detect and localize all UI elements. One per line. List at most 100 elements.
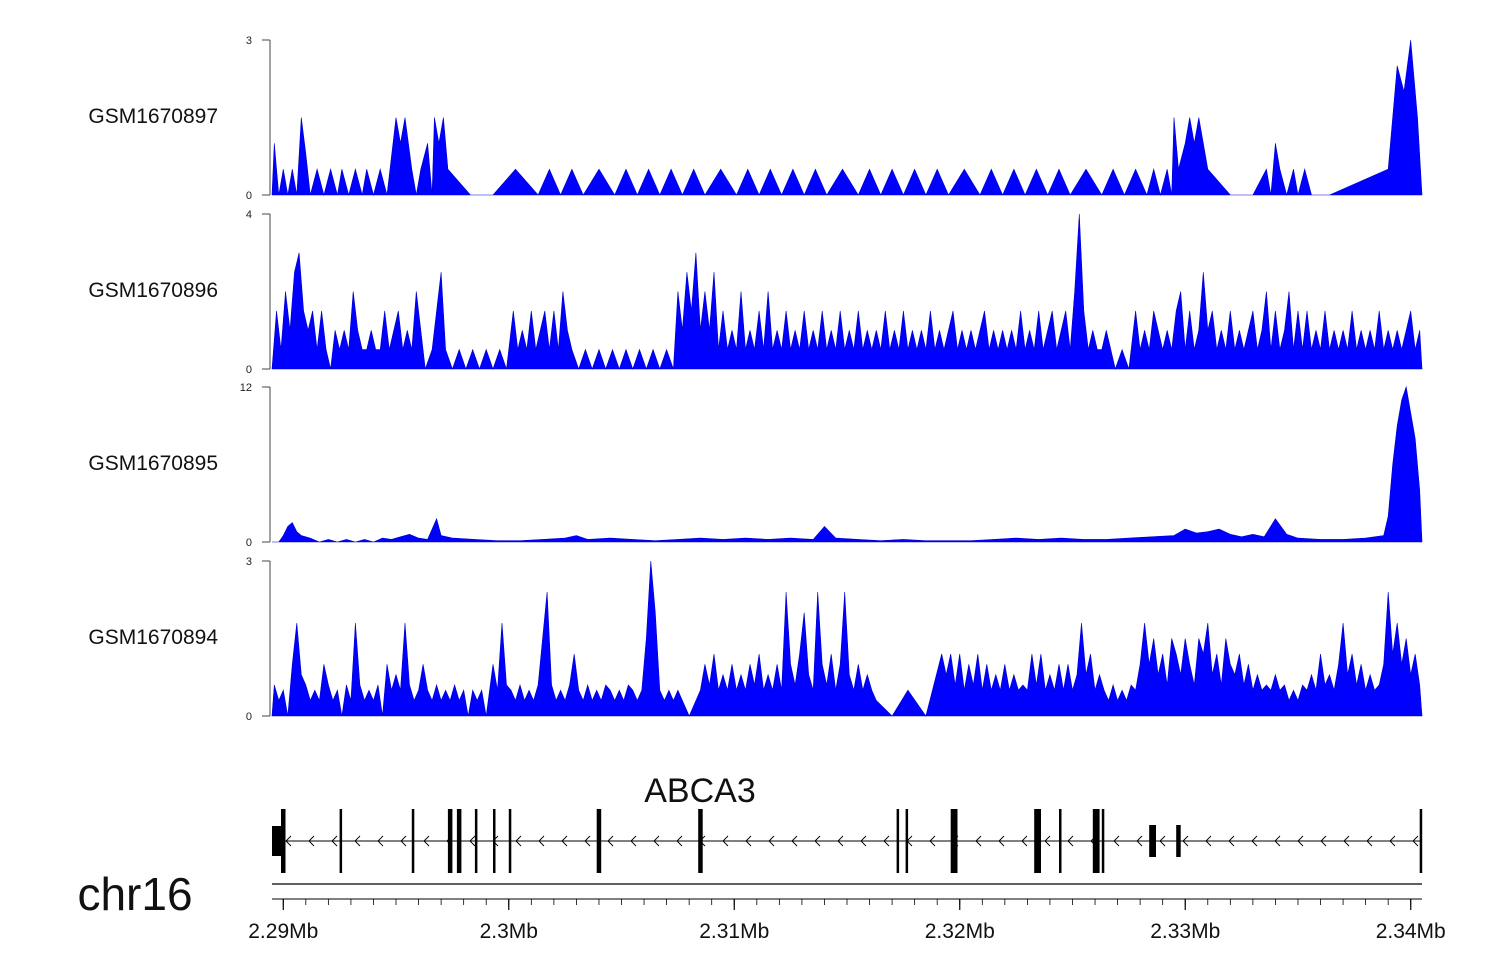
strand-arrow bbox=[975, 835, 982, 847]
strand-arrow bbox=[308, 835, 315, 847]
exon-block bbox=[1176, 825, 1181, 857]
strand-arrow bbox=[837, 835, 844, 847]
exon-block bbox=[272, 826, 281, 856]
exon-block bbox=[474, 809, 478, 873]
strand-arrow bbox=[354, 835, 361, 847]
strand-arrow bbox=[791, 835, 798, 847]
strand-arrow bbox=[584, 835, 591, 847]
strand-arrow bbox=[400, 835, 407, 847]
x-minor-ticks bbox=[282, 899, 1412, 905]
strand-arrow bbox=[929, 835, 936, 847]
strand-arrows bbox=[285, 835, 1419, 847]
strand-arrow bbox=[630, 835, 637, 847]
x-major-ticks: 2.29Mb 2.3Mb 2.31Mb 2.32Mb 2.33Mb 2.34Mb bbox=[248, 899, 1446, 943]
exon-block bbox=[698, 809, 703, 873]
coverage-area-series bbox=[271, 560, 1423, 717]
exon-blocks bbox=[272, 809, 1423, 873]
coverage-area-series bbox=[271, 39, 1423, 197]
track-gsm1670895: GSM1670895 12 0 bbox=[88, 382, 1423, 549]
strand-arrow bbox=[377, 835, 384, 847]
gene-track: ABCA3 bbox=[272, 772, 1423, 873]
y-tick-label-max: 12 bbox=[240, 382, 252, 394]
exon-block bbox=[508, 809, 512, 873]
strand-arrow bbox=[1343, 835, 1350, 847]
exon-block bbox=[411, 809, 415, 873]
strand-arrow bbox=[653, 835, 660, 847]
strand-arrow bbox=[1412, 835, 1419, 847]
x-tick-label: 2.33Mb bbox=[1150, 920, 1220, 943]
strand-arrow bbox=[285, 835, 292, 847]
y-tick-label-min: 0 bbox=[246, 364, 252, 376]
strand-arrow bbox=[1320, 835, 1327, 847]
x-tick-label: 2.34Mb bbox=[1376, 920, 1446, 943]
x-tick-label: 2.32Mb bbox=[925, 920, 995, 943]
strand-arrow bbox=[1274, 835, 1281, 847]
gene-label: ABCA3 bbox=[644, 772, 756, 810]
strand-arrow bbox=[1136, 835, 1143, 847]
strand-arrow bbox=[998, 835, 1005, 847]
strand-arrow bbox=[745, 835, 752, 847]
exon-block bbox=[1419, 809, 1423, 873]
exon-block bbox=[493, 809, 496, 873]
strand-arrow bbox=[1067, 835, 1074, 847]
strand-arrow bbox=[515, 835, 522, 847]
coverage-area-series bbox=[272, 385, 1423, 543]
exon-block bbox=[1149, 825, 1156, 857]
exon-block bbox=[596, 809, 602, 873]
exon-block bbox=[1092, 809, 1100, 873]
y-tick-label-min: 0 bbox=[246, 537, 252, 549]
coverage-area-series bbox=[271, 213, 1423, 371]
exon-block bbox=[281, 809, 286, 873]
x-tick-label: 2.31Mb bbox=[699, 920, 769, 943]
strand-arrow bbox=[1044, 835, 1051, 847]
exon-block bbox=[456, 809, 462, 873]
strand-arrow bbox=[1366, 835, 1373, 847]
chromosome-axis: chr16 2.29Mb 2.3Mb 2.31Mb 2.32Mb 2.33Mb 2.34M… bbox=[77, 868, 1445, 943]
strand-arrow bbox=[768, 835, 775, 847]
exon-block bbox=[950, 809, 958, 873]
strand-arrow bbox=[1228, 835, 1235, 847]
strand-arrow bbox=[607, 835, 614, 847]
strand-arrow bbox=[1113, 835, 1120, 847]
exon-block bbox=[1034, 809, 1041, 873]
strand-arrow bbox=[814, 835, 821, 847]
strand-arrow bbox=[1251, 835, 1258, 847]
exon-block bbox=[905, 809, 909, 873]
x-tick-label: 2.29Mb bbox=[248, 920, 318, 943]
exon-block bbox=[896, 809, 900, 873]
exon-block bbox=[447, 809, 453, 873]
track-label: GSM1670897 bbox=[88, 105, 218, 128]
strand-arrow bbox=[423, 835, 430, 847]
strand-arrow bbox=[469, 835, 476, 847]
strand-arrow bbox=[1389, 835, 1396, 847]
y-tick-label-max: 3 bbox=[246, 35, 252, 47]
exon-block bbox=[339, 809, 343, 873]
y-tick-label-max: 4 bbox=[246, 209, 252, 221]
track-gsm1670896: GSM1670896 4 0 bbox=[88, 209, 1423, 376]
y-tick-label-min: 0 bbox=[246, 711, 252, 723]
strand-arrow bbox=[1021, 835, 1028, 847]
strand-arrow bbox=[676, 835, 683, 847]
strand-arrow bbox=[883, 835, 890, 847]
track-gsm1670897: GSM1670897 3 0 bbox=[88, 35, 1423, 202]
strand-arrow bbox=[538, 835, 545, 847]
chromosome-label: chr16 bbox=[77, 868, 192, 920]
exon-block bbox=[1101, 809, 1105, 873]
strand-arrow bbox=[1205, 835, 1212, 847]
strand-arrow bbox=[1159, 835, 1166, 847]
strand-arrow bbox=[860, 835, 867, 847]
strand-arrow bbox=[1297, 835, 1304, 847]
x-tick-label: 2.3Mb bbox=[480, 920, 538, 943]
exon-block bbox=[1059, 809, 1062, 873]
y-tick-label-max: 3 bbox=[246, 556, 252, 568]
track-gsm1670894: GSM1670894 3 0 bbox=[88, 556, 1423, 723]
strand-arrow bbox=[722, 835, 729, 847]
track-label: GSM1670894 bbox=[88, 626, 218, 649]
strand-arrow bbox=[561, 835, 568, 847]
strand-arrow bbox=[331, 835, 338, 847]
track-label: GSM1670895 bbox=[88, 452, 218, 475]
strand-arrow bbox=[1182, 835, 1189, 847]
track-label: GSM1670896 bbox=[88, 279, 218, 302]
y-tick-label-min: 0 bbox=[246, 190, 252, 202]
